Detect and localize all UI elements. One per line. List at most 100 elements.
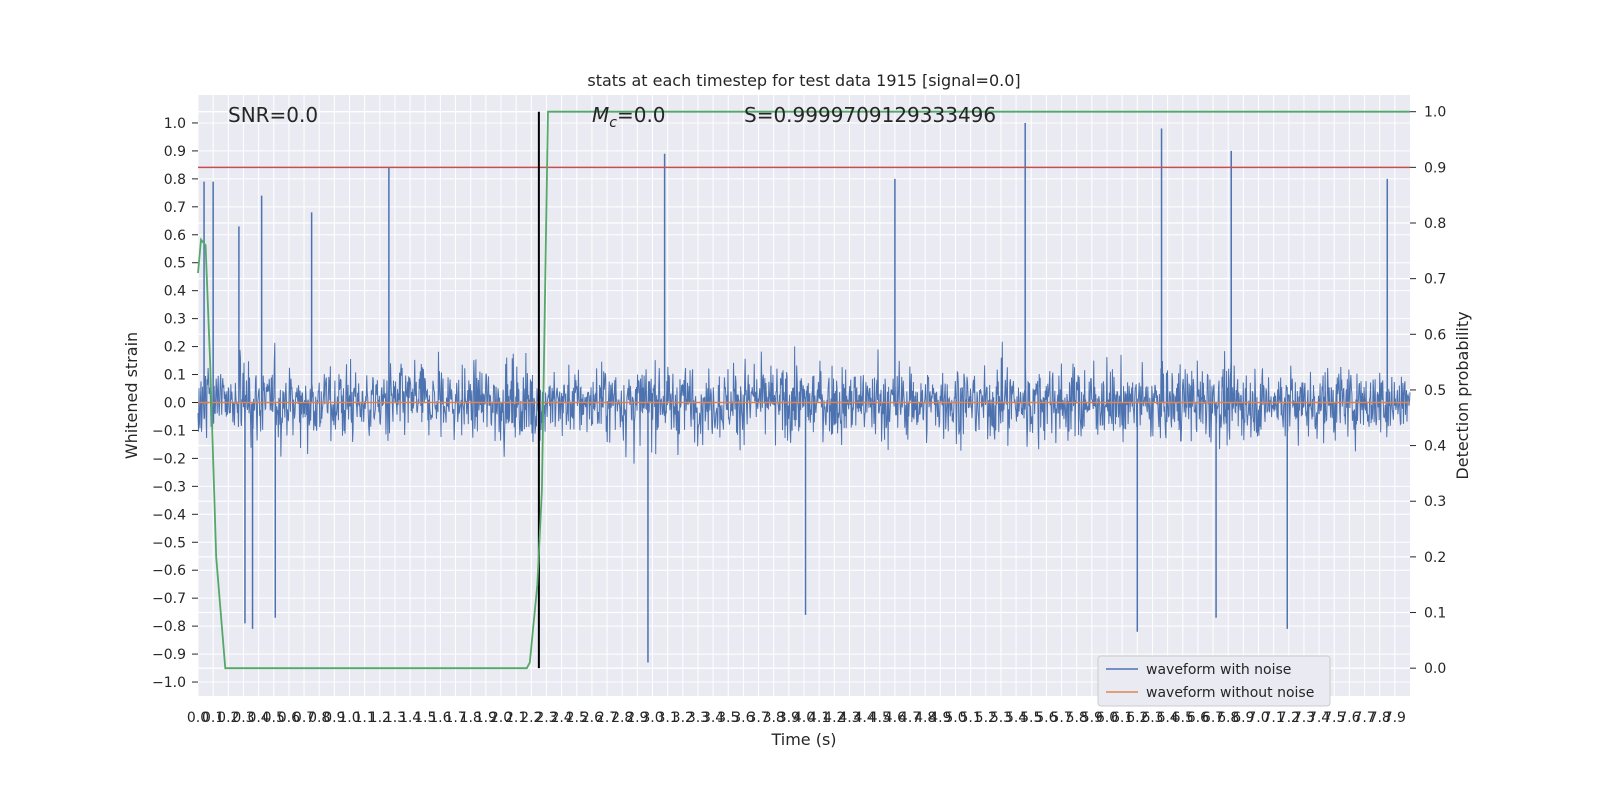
y-tick-label: 0.6 (164, 228, 186, 244)
y-right-tick-label: 0.2 (1424, 550, 1446, 566)
x-tick-label: 4.0 (793, 710, 815, 726)
x-tick-label: 4.8 (914, 710, 936, 726)
snr-annotation: SNR=0.0 (228, 103, 318, 127)
y-axis-label: Whitened strain (122, 332, 141, 459)
y-tick-label: 0.3 (164, 312, 186, 328)
x-tick-label: 1.5 (414, 710, 436, 726)
x-tick-label: 2.1 (505, 710, 527, 726)
x-tick-label: 2.9 (626, 710, 648, 726)
x-tick-label: 3.8 (763, 710, 785, 726)
y-tick-label: 0.1 (164, 368, 186, 384)
y-tick-label: 0.0 (164, 395, 186, 411)
y-tick-label: 0.9 (164, 144, 186, 160)
x-tick-label: 4.1 (808, 710, 830, 726)
y-right-tick-label: 0.0 (1424, 661, 1446, 677)
x-tick-label: 3.7 (747, 710, 769, 726)
y-tick-label: −0.2 (152, 451, 186, 467)
x-tick-label: 3.6 (732, 710, 754, 726)
y-tick-label: −0.4 (152, 507, 186, 523)
legend-label-noise: waveform with noise (1146, 662, 1291, 678)
y-right-tick-label: 1.0 (1424, 105, 1446, 121)
y-right-tick-label: 0.1 (1424, 606, 1446, 622)
x-tick-label: 5.1 (960, 710, 982, 726)
line-series (197, 110, 1410, 670)
x-tick-label: 7.6 (1338, 710, 1360, 726)
mc-subscript: c (609, 115, 617, 131)
x-tick-label: 4.4 (853, 710, 875, 726)
x-tick-label: 3.5 (717, 710, 739, 726)
x-tick-label: 5.5 (1020, 710, 1042, 726)
x-tick-label: 5.6 (1035, 710, 1057, 726)
noise-waveform-series (197, 122, 1411, 663)
x-tick-label: 0.8 (308, 710, 330, 726)
y-tick-label: −0.1 (152, 423, 186, 439)
x-tick-label: 0.4 (247, 710, 269, 726)
x-tick-label: 6.3 (1141, 710, 1163, 726)
x-tick-label: 7.2 (1278, 710, 1300, 726)
x-tick-label: 5.9 (1081, 710, 1103, 726)
y-tick-label: 0.8 (164, 172, 186, 188)
mc-value: =0.0 (617, 103, 666, 127)
x-tick-label: 5.4 (1005, 710, 1027, 726)
x-tick-label: 4.3 (838, 710, 860, 726)
x-tick-label: 4.6 (884, 710, 906, 726)
noise-waveform-line (197, 341, 1411, 464)
y-tick-label: −0.6 (152, 563, 186, 579)
x-tick-label: 1.2 (369, 710, 391, 726)
x-tick-label: 3.9 (778, 710, 800, 726)
x-tick-label: 1.3 (384, 710, 406, 726)
x-tick-label: 6.2 (1126, 710, 1148, 726)
legend-label-clean: waveform without noise (1146, 685, 1314, 701)
x-tick-label: 1.6 (429, 710, 451, 726)
y-right-tick-label: 0.7 (1424, 272, 1446, 288)
x-axis-label: Time (s) (770, 730, 836, 749)
x-tick-label: 6.4 (1156, 710, 1178, 726)
x-tick-label: 0.0 (187, 710, 209, 726)
y-tick-label: 0.7 (164, 200, 186, 216)
x-tick-label: 7.7 (1353, 710, 1375, 726)
x-tick-label: 7.0 (1247, 710, 1269, 726)
x-tick-label: 7.5 (1323, 710, 1345, 726)
x-tick-label: 7.8 (1369, 710, 1391, 726)
y-tick-label: 0.5 (164, 256, 186, 272)
axes: 0.00.10.20.30.40.50.60.70.80.91.01.11.21… (152, 105, 1446, 726)
legend: waveform with noise waveform without noi… (1097, 655, 1331, 707)
x-tick-label: 0.2 (217, 710, 239, 726)
y-tick-label: −0.8 (152, 619, 186, 635)
x-tick-label: 3.2 (672, 710, 694, 726)
y-tick-label: −0.7 (152, 591, 186, 607)
y-right-tick-label: 0.8 (1424, 216, 1446, 232)
x-tick-label: 5.2 (975, 710, 997, 726)
x-tick-label: 6.8 (1217, 710, 1239, 726)
x-tick-label: 5.0 (944, 710, 966, 726)
x-tick-label: 0.7 (293, 710, 315, 726)
y-right-tick-label: 0.6 (1424, 327, 1446, 343)
x-tick-label: 5.8 (1066, 710, 1088, 726)
x-tick-label: 0.1 (202, 710, 224, 726)
x-tick-label: 5.3 (990, 710, 1012, 726)
legend-box (1097, 655, 1331, 707)
x-tick-label: 1.9 (475, 710, 497, 726)
chirp-mass-annotation: Mc=0.0 (592, 103, 666, 131)
mc-symbol: M (592, 103, 609, 127)
x-tick-label: 4.5 (869, 710, 891, 726)
x-tick-label: 7.9 (1384, 710, 1406, 726)
score-annotation: S=0.9999709129333496 (744, 103, 996, 127)
y-tick-label: −1.0 (152, 675, 186, 691)
x-tick-label: 1.0 (338, 710, 360, 726)
x-tick-label: 6.1 (1111, 710, 1133, 726)
x-tick-label: 6.9 (1232, 710, 1254, 726)
y-right-tick-label: 0.4 (1424, 439, 1446, 455)
x-tick-label: 2.3 (535, 710, 557, 726)
x-tick-label: 2.6 (581, 710, 603, 726)
x-tick-label: 0.5 (263, 710, 285, 726)
y-axis-right-label: Detection probability (1453, 311, 1472, 479)
x-tick-label: 1.8 (460, 710, 482, 726)
y-right-tick-label: 0.9 (1424, 160, 1446, 176)
x-tick-label: 2.2 (520, 710, 542, 726)
x-tick-label: 7.1 (1263, 710, 1285, 726)
x-tick-label: 4.7 (899, 710, 921, 726)
x-tick-label: 3.3 (687, 710, 709, 726)
x-tick-label: 3.0 (641, 710, 663, 726)
